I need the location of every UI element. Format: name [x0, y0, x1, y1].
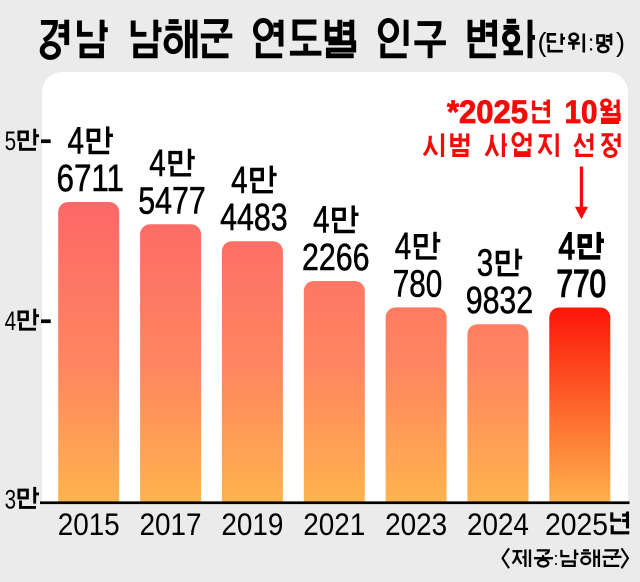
- svg-text:2025: 2025: [545, 506, 608, 542]
- svg-text::: :: [588, 31, 594, 56]
- svg-text:2024: 2024: [467, 506, 529, 542]
- svg-text:4: 4: [395, 226, 412, 268]
- svg-text:6711: 6711: [57, 158, 125, 200]
- svg-text:5: 5: [5, 126, 17, 156]
- svg-text:9832: 9832: [466, 280, 534, 322]
- svg-text:3: 3: [477, 243, 494, 285]
- svg-text:5477: 5477: [138, 180, 206, 222]
- svg-text:4: 4: [231, 160, 248, 202]
- svg-text:4: 4: [5, 306, 17, 336]
- svg-text:2266: 2266: [302, 237, 370, 279]
- svg-text:2017: 2017: [140, 506, 202, 542]
- svg-text:4: 4: [149, 143, 166, 185]
- svg-text:10: 10: [565, 94, 598, 130]
- svg-text:(: (: [538, 28, 547, 58]
- svg-text:780: 780: [393, 263, 443, 305]
- svg-text:4: 4: [313, 200, 330, 242]
- svg-text::: :: [554, 549, 559, 569]
- svg-text:4483: 4483: [220, 197, 288, 239]
- svg-text:770: 770: [557, 264, 607, 306]
- svg-text:4: 4: [68, 121, 85, 163]
- svg-text:2021: 2021: [303, 506, 365, 542]
- svg-text:2023: 2023: [385, 506, 447, 542]
- svg-text:2015: 2015: [58, 506, 120, 542]
- svg-text:3: 3: [5, 484, 17, 514]
- svg-text:*2025: *2025: [447, 94, 528, 130]
- svg-text:4: 4: [559, 226, 576, 268]
- svg-text:): ): [616, 28, 625, 58]
- svg-text:2019: 2019: [221, 506, 283, 542]
